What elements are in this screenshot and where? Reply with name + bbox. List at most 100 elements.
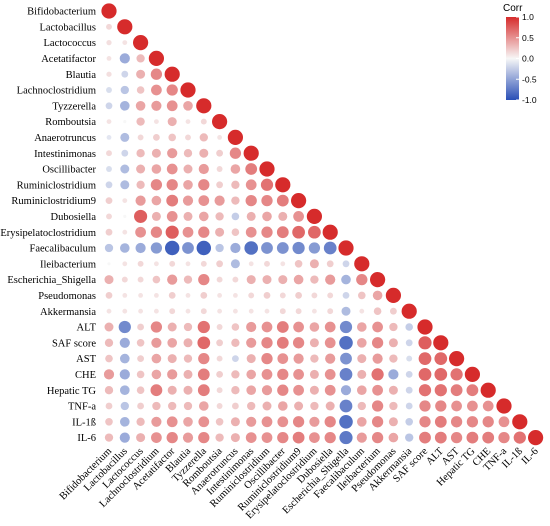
corr-cell-tnf-a-ruminiclostridium (277, 401, 288, 411)
row-label-ast: AST (76, 354, 96, 365)
corr-cell-hepatic-tg-intestinimonas (246, 385, 257, 396)
corr-cell-il-1-akkermansia (405, 418, 414, 426)
corr-cell-saf-score-intestinimonas (246, 337, 257, 348)
corr-cell-pseudomonas-pseudomonas (385, 287, 401, 303)
corr-cell-ast-bifidobacterium (105, 354, 113, 363)
corr-cell-il-1-ileibacterium (356, 416, 367, 427)
corr-cell-tnf-a-tnf-a (496, 398, 512, 414)
corr-cell-escherichia-shigella-tyzzerella (198, 273, 210, 286)
row-label-lactobacillus: Lactobacillus (39, 22, 96, 33)
corr-cell-alt-lactobacillus (118, 320, 131, 334)
corr-cell-ast-blautia (167, 354, 177, 364)
corr-cell-tnf-a-che (467, 400, 478, 412)
corr-cell-erysipelatoclostridium-acetatifactor (150, 226, 163, 238)
corr-cell-pseudomonas-lachnoclostridium (185, 293, 191, 298)
corr-cell-il-6-il-6 (528, 430, 544, 446)
legend-title: Corr (503, 3, 523, 14)
corr-cell-ast-dubosiella (310, 354, 319, 363)
corr-cell-akkermansia-acetatifactor (154, 308, 159, 314)
corr-cell-ruminiclostridium9-romboutsia (214, 195, 225, 206)
corr-cell-il-6-akkermansia (405, 433, 414, 442)
row-label-romboutsia: Romboutsia (45, 117, 96, 128)
corr-cell-ruminiclostridium9-anaerotruncus (231, 196, 240, 205)
corr-cell-oscillibacter-lachnoclostridium (183, 164, 193, 174)
corr-cell-alt-blautia (167, 322, 177, 332)
corr-cell-dubosiella-ruminiclostridium9 (293, 211, 304, 222)
corr-cell-anaerotruncus-lactococcus (137, 134, 144, 141)
corr-cell-il-1-lactococcus (136, 417, 145, 426)
corr-cell-ruminiclostridium-tyzzerella (198, 179, 210, 191)
corr-cell-alt-lachnoclostridium (183, 322, 193, 332)
corr-cell-ast-oscillibacter (261, 352, 273, 365)
corr-cell-alt-ruminiclostridium (276, 321, 289, 333)
corr-cell-lachnoclostridium-blautia (166, 84, 178, 96)
corr-cell-lachnoclostridium-lactobacillus (120, 85, 129, 95)
corr-cell-erysipelatoclostridium-bifidobacterium (105, 228, 113, 236)
corr-cell-ast-ast (449, 351, 465, 367)
corr-cell-ast-romboutsia (216, 355, 223, 362)
corr-cell-hepatic-tg-pseudomonas (388, 385, 398, 395)
corr-cell-tyzzerella-bifidobacterium (105, 102, 113, 110)
corr-cell-che-akkermansia (405, 371, 413, 378)
corr-cell-romboutsia-tyzzerella (200, 118, 207, 125)
corr-cell-che-blautia (167, 369, 178, 380)
corr-cell-ast-akkermansia (406, 355, 413, 362)
corr-cell-lachnoclostridium-lactococcus (136, 86, 145, 94)
corr-cell-che-dubosiella (309, 369, 319, 379)
corr-cell-saf-score-faecalibaculum (339, 336, 353, 350)
corr-cell-tnf-a-romboutsia (216, 403, 223, 409)
corr-cell-saf-score-ileibacterium (356, 337, 367, 348)
corr-cell-acetatifactor-bifidobacterium (106, 56, 112, 61)
corr-cell-faecalibaculum-ruminiclostridium9 (292, 241, 305, 255)
corr-cell-il-6-acetatifactor (151, 432, 162, 443)
corr-cell-akkermansia-ileibacterium (359, 308, 365, 314)
corr-cell-saf-score-lachnoclostridium (183, 338, 193, 348)
corr-cell-intestinimonas-lactobacillus (121, 149, 129, 157)
corr-cell-escherichia-shigella-anaerotruncus (232, 276, 239, 283)
corr-cell-il-6-ileibacterium (356, 432, 367, 443)
row-label-erysipelatoclostridium: Erysipelatoclostridium (0, 228, 96, 239)
corr-cell-il-6-faecalibaculum (339, 431, 353, 445)
corr-cell-ast-ruminiclostridium (277, 353, 289, 364)
corr-cell-ileibacterium-lachnoclostridium (185, 261, 191, 267)
corr-cell-intestinimonas-blautia (167, 148, 178, 159)
corr-cell-romboutsia-romboutsia (212, 114, 228, 130)
legend-ticks: 1.0 0.5 0.0 -0.5 -1.0 (516, 12, 537, 105)
corr-cell-ruminiclostridium-oscillibacter (260, 178, 274, 191)
corr-cell-faecalibaculum-oscillibacter (261, 242, 273, 254)
corr-cell-dubosiella-lachnoclostridium (183, 211, 193, 221)
corr-cell-il-6-bifidobacterium (104, 433, 114, 442)
corr-cell-akkermansia-romboutsia (217, 308, 223, 314)
corr-cell-faecalibaculum-acetatifactor (150, 242, 163, 254)
row-label-ruminiclostridium: Ruminiclostridium (17, 180, 96, 191)
corr-cell-hepatic-tg-blautia (167, 385, 177, 395)
row-label-escherichia-shigella: Escherichia_Shigella (7, 275, 96, 286)
corr-cell-ruminiclostridium-intestinimonas (245, 179, 257, 191)
corr-cell-faecalibaculum-lactobacillus (119, 243, 130, 253)
corr-cell-pseudomonas-ruminiclostridium9 (295, 292, 302, 299)
corr-cell-tnf-a-bifidobacterium (105, 402, 113, 410)
corr-cell-anaerotruncus-acetatifactor (153, 134, 160, 141)
corr-cell-akkermansia-ruminiclostridium9 (295, 308, 302, 315)
corr-cell-intestinimonas-anaerotruncus (229, 147, 242, 159)
row-label-anaerotruncus: Anaerotruncus (34, 133, 96, 144)
corr-cell-il-1-saf-score (434, 415, 447, 428)
corr-cell-ruminiclostridium-anaerotruncus (231, 180, 240, 189)
col-label-il-6: IL-6 (520, 446, 541, 467)
corr-cell-ruminiclostridium9-lachnoclostridium (182, 195, 194, 206)
corr-cell-faecalibaculum-dubosiella (308, 242, 321, 254)
corr-cell-faecalibaculum-lactococcus (135, 242, 146, 254)
corr-cell-tnf-a-pseudomonas (389, 401, 398, 411)
corr-cell-anaerotruncus-romboutsia (217, 135, 223, 140)
corr-cell-escherichia-shigella-romboutsia (216, 276, 223, 283)
corr-cell-che-pseudomonas (388, 369, 399, 380)
corr-cell-il-1-dubosiella (309, 416, 320, 427)
corr-cell-ast-lactococcus (137, 355, 145, 362)
corr-cell-il-6-tnf-a (498, 431, 510, 444)
corr-cell-tyzzerella-lactococcus (135, 100, 146, 111)
corr-cell-akkermansia-lactobacillus (122, 308, 128, 314)
row-label-tyzzerella: Tyzzerella (52, 101, 96, 112)
corr-cell-romboutsia-lachnoclostridium (185, 119, 191, 124)
corr-cell-tnf-a-escherichia-shigella (371, 400, 384, 412)
corr-cell-intestinimonas-tyzzerella (199, 148, 209, 158)
